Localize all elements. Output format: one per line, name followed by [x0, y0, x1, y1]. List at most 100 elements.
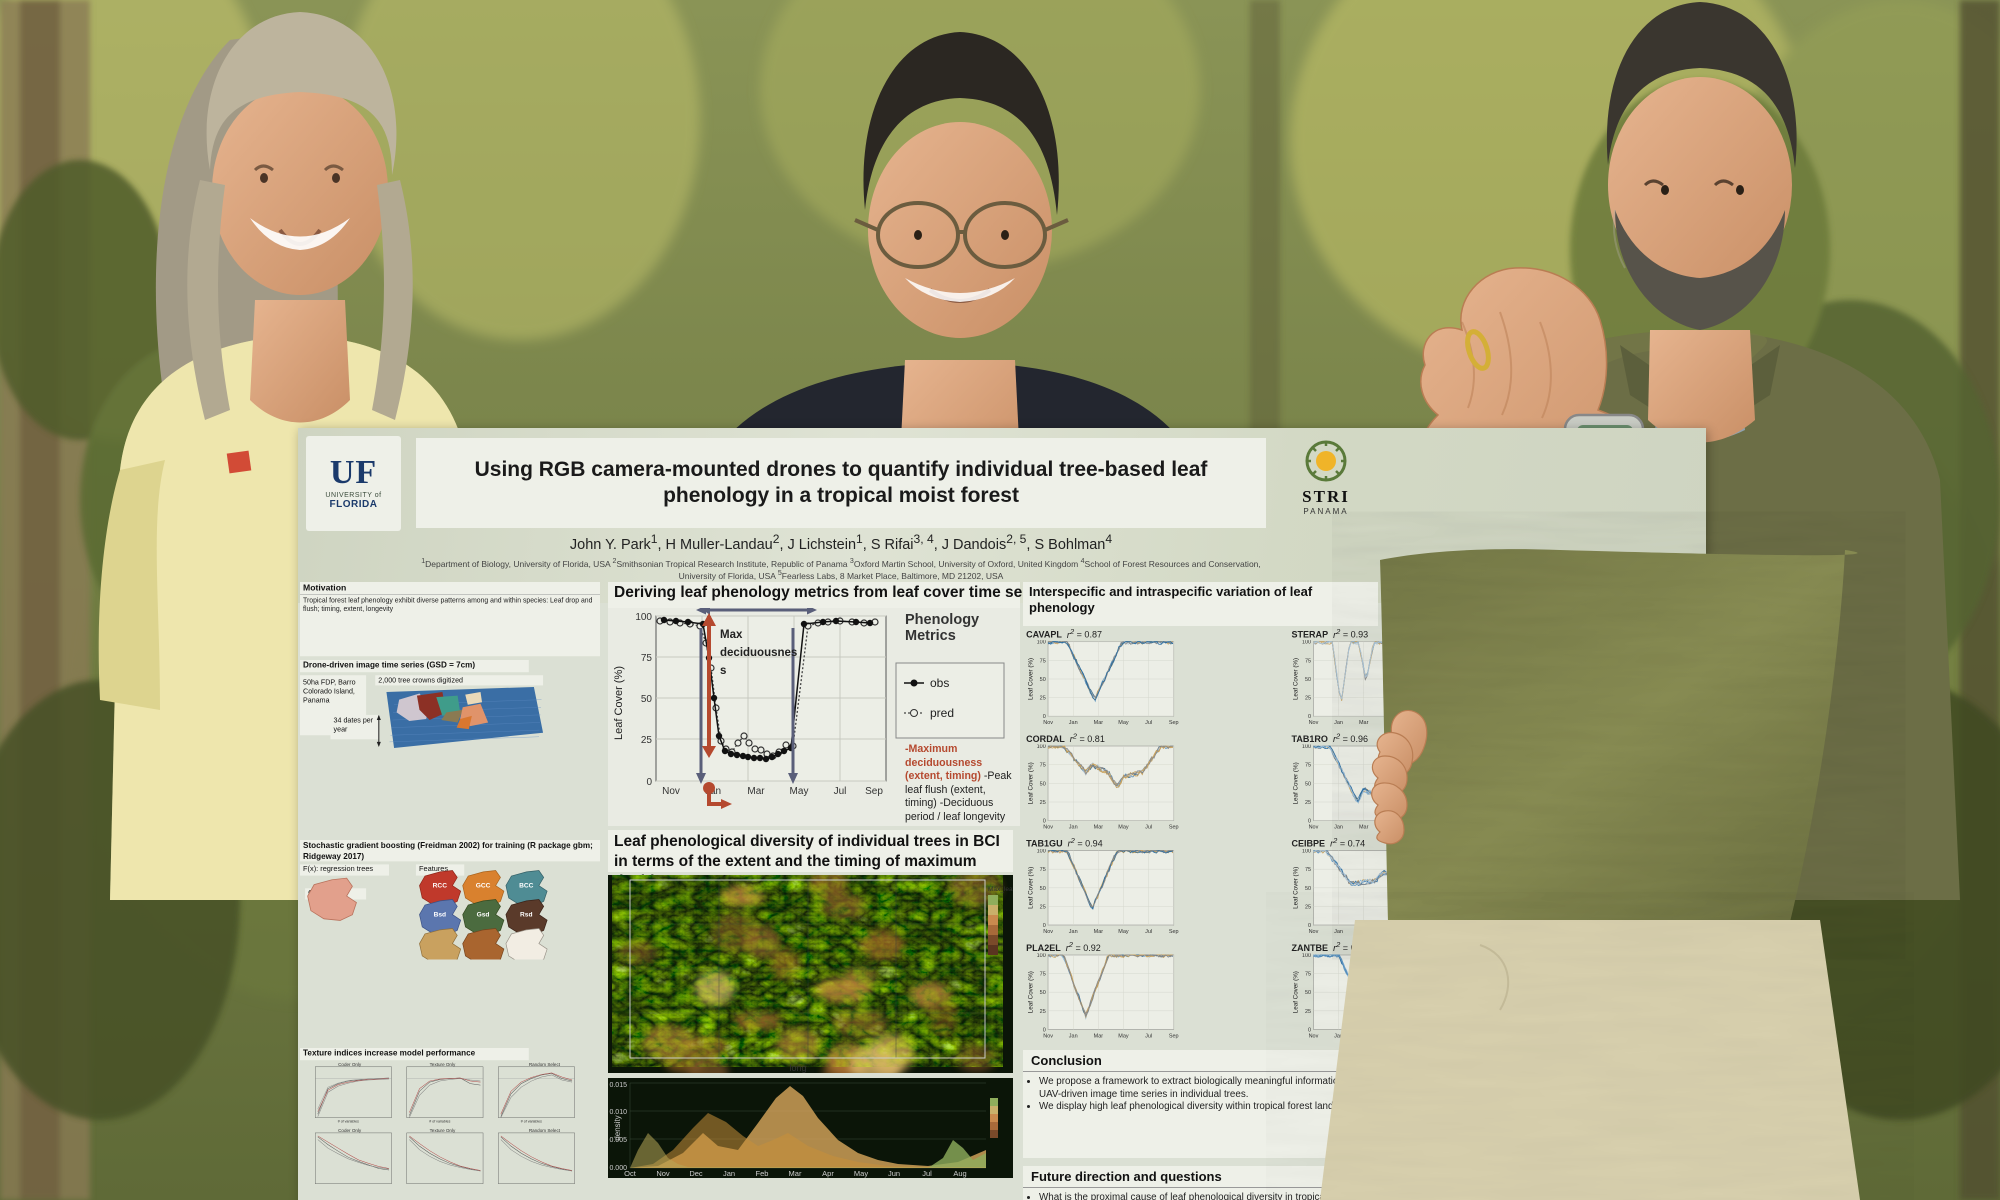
svg-text:Nov: Nov	[1309, 824, 1319, 830]
svg-text:# of variables: # of variables	[429, 1120, 450, 1124]
svg-text:Jan: Jan	[1069, 720, 1078, 726]
svg-text:75: 75	[1305, 763, 1311, 769]
svg-text:50: 50	[1040, 990, 1046, 996]
svg-text:25: 25	[1040, 695, 1046, 701]
svg-text:75: 75	[1040, 971, 1046, 977]
svg-text:Jul: Jul	[1145, 720, 1152, 726]
svg-text:100: 100	[1302, 744, 1311, 750]
svg-text:50: 50	[1040, 886, 1046, 892]
svg-text:Nov: Nov	[1309, 1033, 1319, 1039]
svg-text:Leaf Cover (%): Leaf Cover (%)	[1027, 971, 1034, 1013]
svg-text:Mar: Mar	[1094, 824, 1104, 830]
svg-text:Jan: Jan	[1334, 720, 1343, 726]
svg-text:25: 25	[1305, 695, 1311, 701]
svg-text:Feb: Feb	[756, 1169, 769, 1178]
svg-text:deciduousnes: deciduousnes	[720, 647, 797, 659]
svg-text:May: May	[1384, 720, 1395, 726]
svg-text:Random Select: Random Select	[529, 1128, 561, 1133]
svg-text:Sep: Sep	[1434, 929, 1444, 935]
svg-text:Jan: Jan	[1334, 1033, 1343, 1039]
svg-text:Nov: Nov	[1309, 929, 1319, 935]
svg-text:50: 50	[641, 694, 653, 705]
svg-text:Sep: Sep	[1169, 824, 1179, 830]
svg-text:75: 75	[1040, 763, 1046, 769]
svg-text:Leaf Cover (%): Leaf Cover (%)	[1027, 762, 1034, 804]
svg-text:25: 25	[1305, 904, 1311, 910]
svg-text:Mar: Mar	[1094, 929, 1104, 935]
svg-text:25: 25	[1040, 800, 1046, 806]
svg-text:Sep: Sep	[1169, 1033, 1179, 1039]
svg-text:75: 75	[1305, 867, 1311, 873]
svg-text:Jan: Jan	[1069, 824, 1078, 830]
svg-text:long: long	[789, 1063, 806, 1073]
svg-text:100: 100	[1302, 640, 1311, 646]
svg-text:50: 50	[1040, 781, 1046, 787]
svg-text:# of variables: # of variables	[338, 1120, 359, 1124]
svg-text:50: 50	[1305, 781, 1311, 787]
svg-text:Jan: Jan	[1334, 824, 1343, 830]
svg-text:Mar: Mar	[1359, 720, 1369, 726]
svg-text:50: 50	[1305, 990, 1311, 996]
svg-text:Mar: Mar	[1094, 1033, 1104, 1039]
svg-text:Jul: Jul	[1145, 929, 1152, 935]
svg-text:GCC: GCC	[476, 882, 491, 889]
svg-text:Jan: Jan	[1069, 1033, 1078, 1039]
svg-text:May: May	[1118, 929, 1129, 935]
svg-text:Sep: Sep	[1169, 720, 1179, 726]
svg-text:Nov: Nov	[1309, 720, 1319, 726]
svg-text:BCC: BCC	[519, 882, 534, 889]
svg-text:Dec: Dec	[689, 1169, 703, 1178]
svg-text:100: 100	[1037, 849, 1046, 855]
svg-text:Jan: Jan	[723, 1169, 735, 1178]
svg-text:Sep: Sep	[1434, 720, 1444, 726]
svg-text:May: May	[1118, 824, 1129, 830]
svg-text:100: 100	[635, 612, 652, 623]
svg-text:50: 50	[1305, 677, 1311, 683]
svg-text:Nov: Nov	[1043, 1033, 1053, 1039]
svg-text:Mar: Mar	[1359, 1033, 1369, 1039]
svg-text:Jan: Jan	[1334, 929, 1343, 935]
svg-text:75: 75	[1305, 658, 1311, 664]
svg-text:Leaf Cover (%): Leaf Cover (%)	[1293, 658, 1300, 700]
svg-text:0.010: 0.010	[609, 1109, 627, 1116]
svg-text:Leaf Cover (%): Leaf Cover (%)	[1027, 658, 1034, 700]
svg-text:25: 25	[1040, 904, 1046, 910]
svg-text:Sep: Sep	[1434, 1033, 1444, 1039]
svg-text:May: May	[1118, 1033, 1129, 1039]
svg-text:Mar: Mar	[1359, 929, 1369, 935]
svg-text:Max: Max	[720, 629, 743, 641]
svg-text:0.015: 0.015	[609, 1082, 627, 1089]
svg-text:Jun: Jun	[888, 1169, 900, 1178]
svg-text:Jul: Jul	[1410, 1033, 1417, 1039]
svg-text:Random Select: Random Select	[529, 1062, 561, 1067]
svg-text:Jul: Jul	[1410, 824, 1417, 830]
svg-text:Mar: Mar	[747, 786, 765, 797]
svg-text:25: 25	[1305, 800, 1311, 806]
svg-text:Nov: Nov	[656, 1169, 670, 1178]
svg-text:Jul: Jul	[1410, 720, 1417, 726]
svg-text:May: May	[854, 1169, 868, 1178]
svg-text:100: 100	[1302, 849, 1311, 855]
svg-text:Bsd: Bsd	[434, 911, 447, 918]
svg-text:Aug: Aug	[953, 1169, 966, 1178]
svg-text:25: 25	[641, 735, 653, 746]
svg-text:May: May	[1384, 824, 1395, 830]
svg-text:Mar: Mar	[1094, 720, 1104, 726]
svg-text:Texture Only: Texture Only	[430, 1062, 456, 1067]
svg-text:Gsd: Gsd	[477, 911, 490, 918]
svg-text:May: May	[790, 786, 809, 797]
svg-text:75: 75	[641, 653, 653, 664]
svg-text:Sep: Sep	[1434, 824, 1444, 830]
svg-text:Nov: Nov	[1043, 720, 1053, 726]
svg-text:Max_leafdrop: Max_leafdrop	[988, 886, 1013, 893]
svg-text:Nov: Nov	[1043, 929, 1053, 935]
svg-text:Nov: Nov	[662, 786, 680, 797]
svg-text:0.000: 0.000	[609, 1165, 627, 1172]
svg-text:75: 75	[1040, 658, 1046, 664]
svg-text:Coder Only: Coder Only	[338, 1128, 362, 1133]
svg-text:100: 100	[1302, 953, 1311, 959]
svg-text:25: 25	[1305, 1009, 1311, 1015]
svg-text:May: May	[1384, 1033, 1395, 1039]
svg-text:50: 50	[1305, 886, 1311, 892]
svg-text:Apr: Apr	[822, 1169, 834, 1178]
